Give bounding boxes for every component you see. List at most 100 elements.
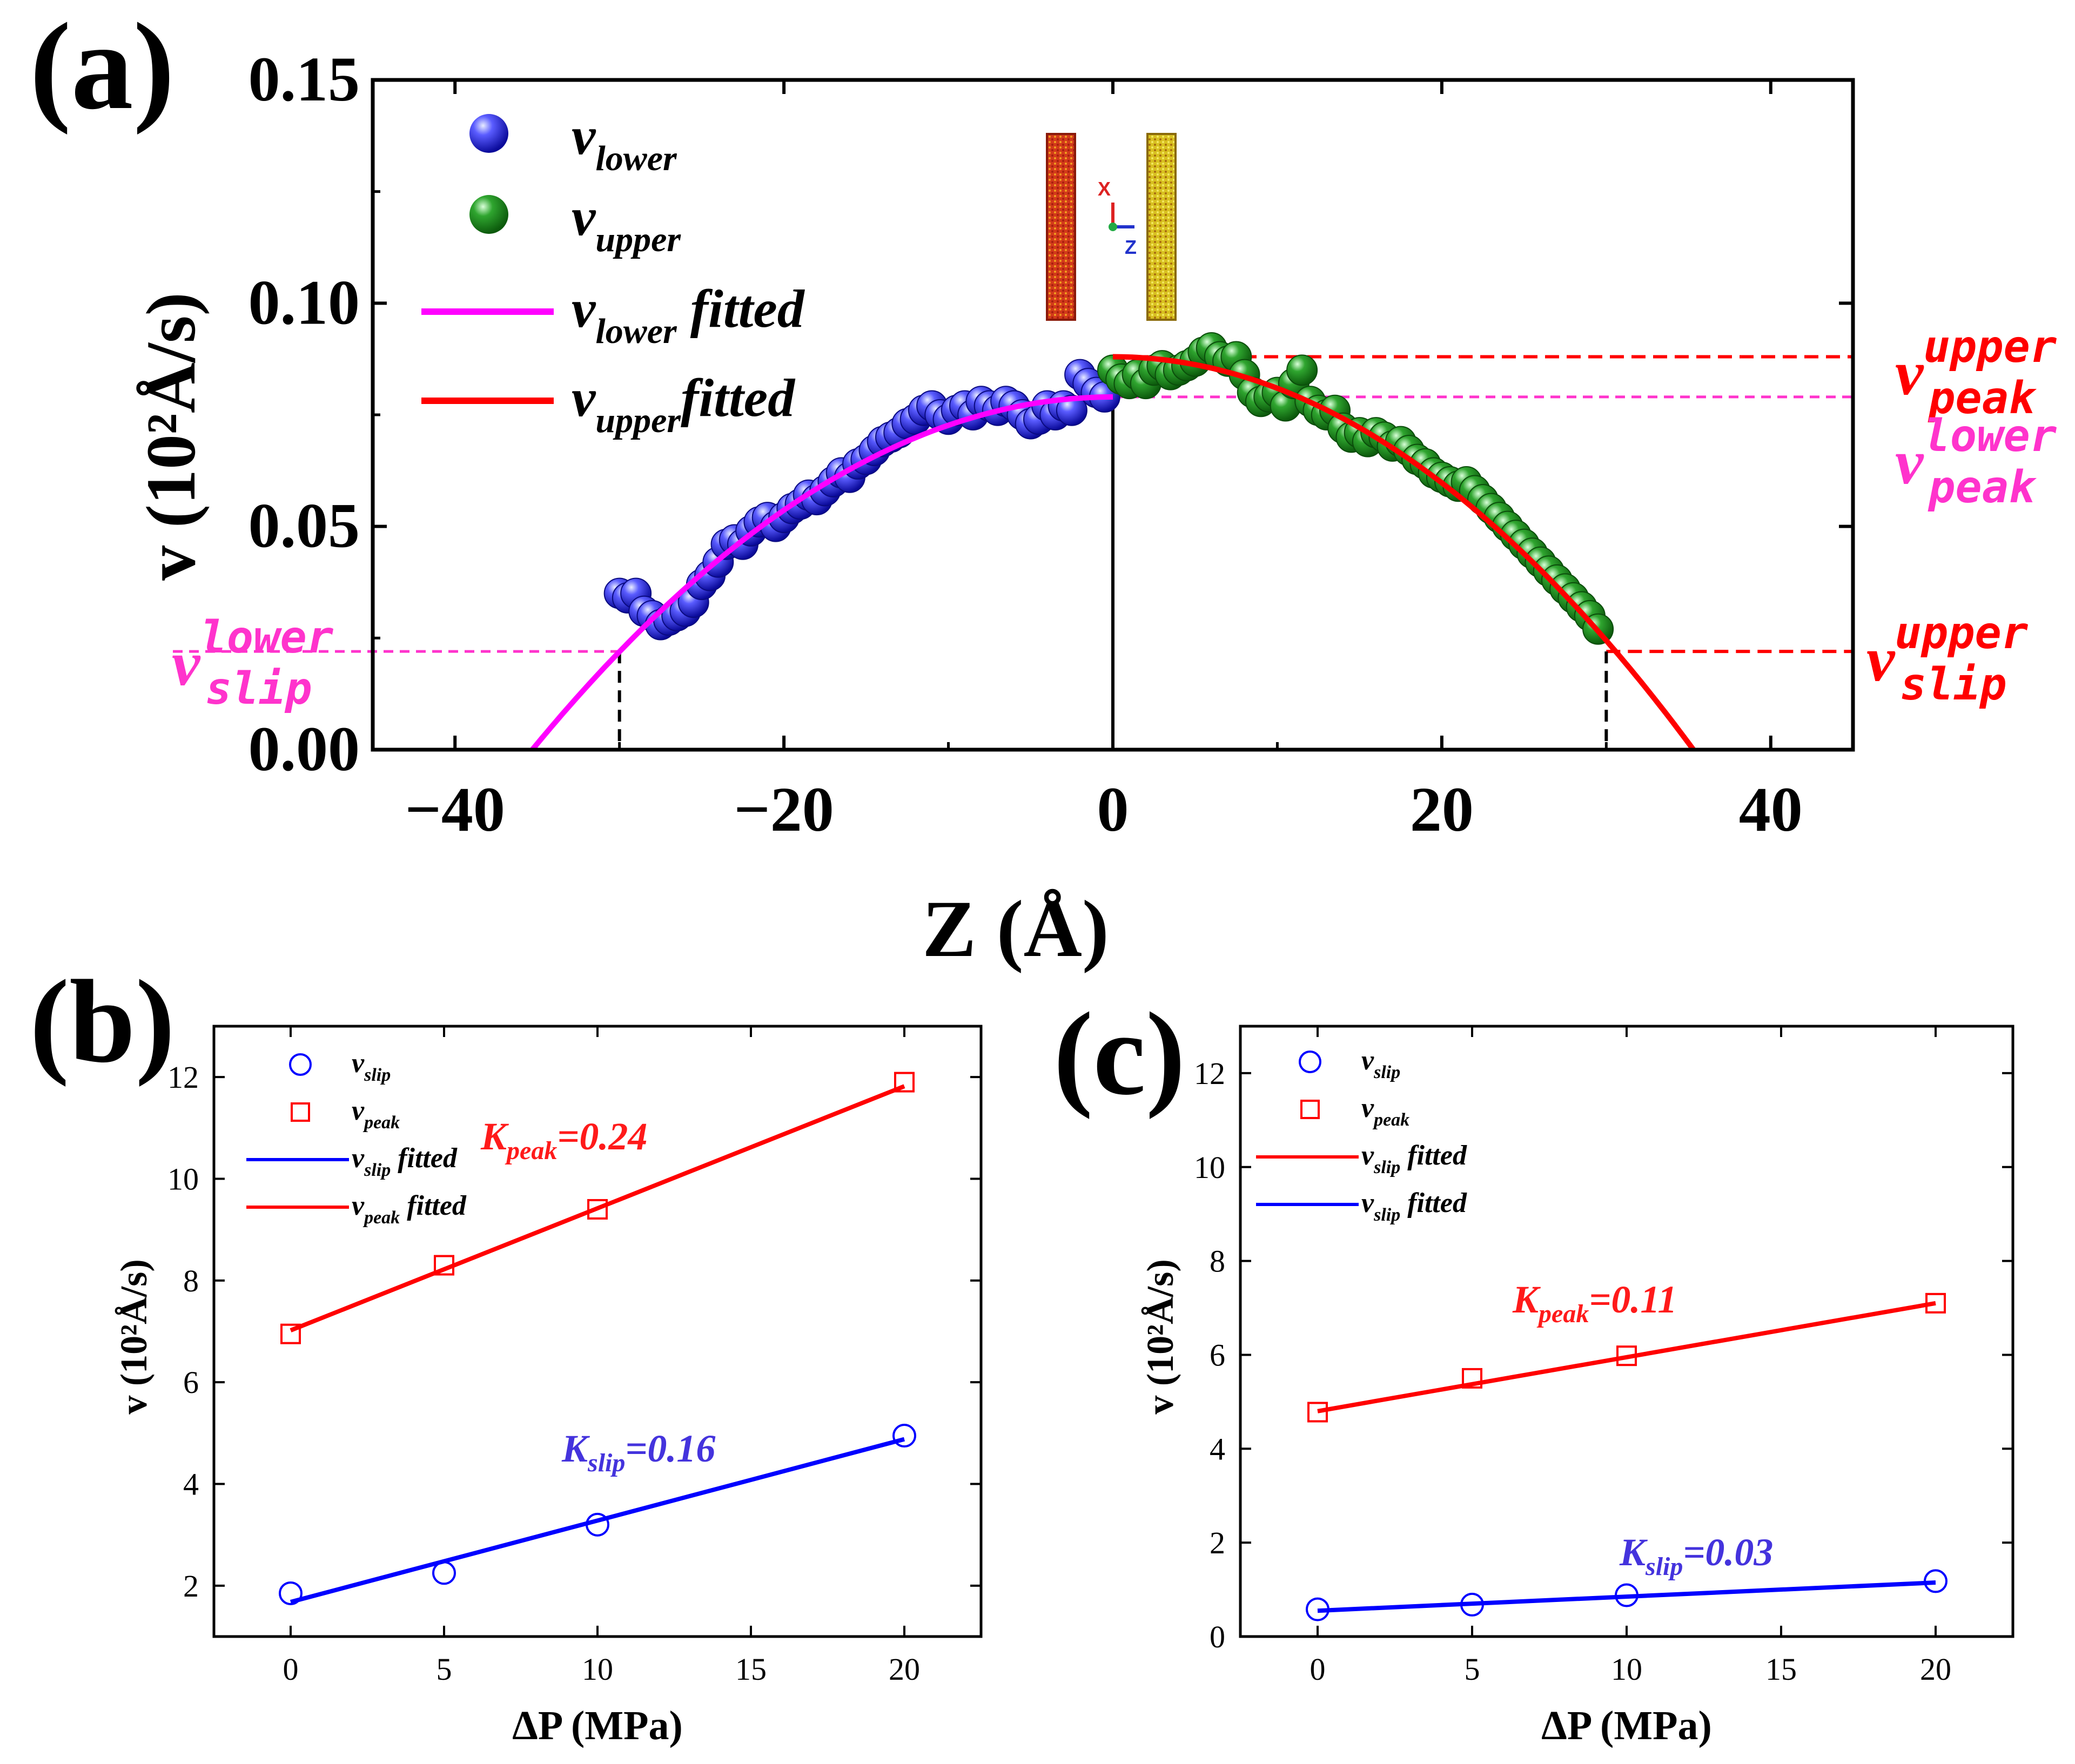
legend-marker bbox=[291, 1102, 310, 1122]
y-axis-title: v (10²Å/s) bbox=[1140, 1259, 1181, 1414]
annotation-slip-upper: vupper slip bbox=[1866, 608, 2029, 710]
legend-label: vlower fitted bbox=[572, 279, 805, 351]
annotation-sub: slip bbox=[1900, 659, 2006, 710]
inset-origin-dot bbox=[1109, 223, 1117, 231]
legend-label: vpeak fitted bbox=[352, 1190, 467, 1228]
x-tick-label: 20 bbox=[1920, 1652, 1951, 1687]
legend-sub: upper bbox=[595, 401, 681, 440]
legend-sub: lower bbox=[595, 312, 677, 351]
y-axis-title: v (10²Å/s) bbox=[113, 1259, 155, 1414]
x-tick-label: 0 bbox=[283, 1652, 299, 1687]
annotation-base: v bbox=[172, 628, 201, 699]
v_slip-point bbox=[586, 1512, 609, 1537]
v_slip-point bbox=[1615, 1583, 1638, 1607]
y-tick-label: 10 bbox=[167, 1162, 199, 1197]
annotation-peak-lower: vlower peak bbox=[1895, 410, 2057, 513]
v_peak-point bbox=[1462, 1368, 1482, 1389]
y-tick-label: 2 bbox=[1210, 1525, 1225, 1560]
annotation-sup: upper bbox=[1895, 608, 2028, 659]
v_slip-point bbox=[1924, 1569, 1948, 1593]
y-tick-label: 0.10 bbox=[249, 267, 360, 338]
annotation-base: v bbox=[1895, 338, 1924, 408]
annotation-sup: upper bbox=[1923, 321, 2057, 373]
v_peak-point bbox=[434, 1255, 454, 1276]
v_slip-point bbox=[432, 1561, 456, 1585]
legend-label: vslip fitted bbox=[1361, 1188, 1467, 1225]
v_peak-fitted-line bbox=[1317, 1301, 1936, 1413]
v_peak-point bbox=[280, 1323, 301, 1344]
x-tick-label: 15 bbox=[735, 1652, 767, 1687]
annotation-K-slip: Kslip=0.16 bbox=[561, 1427, 715, 1477]
annotation-sup: lower bbox=[200, 612, 333, 663]
y-tick-label: 8 bbox=[183, 1263, 199, 1298]
y-tick-label: 4 bbox=[183, 1467, 199, 1502]
annotation-base: K bbox=[1619, 1531, 1648, 1574]
legend-sub: slip bbox=[1373, 1062, 1400, 1082]
panel-b: (b) 0 5 10 15 20 2 4 6 8 10 12 ΔP (MPa) v (10²Å/s) v… bbox=[30, 955, 983, 1748]
v_slip-point bbox=[279, 1581, 303, 1605]
simulation-inset: X Z bbox=[1046, 133, 1177, 321]
v_lower-fitted-curve bbox=[530, 394, 1113, 752]
legend-label: vslip fitted bbox=[1361, 1140, 1467, 1177]
x-tick-label: 10 bbox=[582, 1652, 613, 1687]
panel-b-annotations: Kpeak=0.24 Kslip=0.16 bbox=[480, 1115, 715, 1477]
annotation-value: =0.03 bbox=[1683, 1531, 1773, 1574]
annotation-sub: peak bbox=[1928, 373, 2037, 424]
legend-suffix: fitted bbox=[1400, 1140, 1467, 1171]
v_slip-point bbox=[1460, 1592, 1484, 1617]
inset-x-label: X bbox=[1098, 178, 1111, 200]
legend-label: vpeak bbox=[1361, 1093, 1409, 1130]
y-tick-label: 0.05 bbox=[249, 490, 360, 561]
x-tick-label: 5 bbox=[437, 1652, 452, 1687]
x-tick-label: −20 bbox=[734, 774, 834, 845]
legend-base: v bbox=[352, 1190, 365, 1221]
annotation-K-peak: Kpeak=0.24 bbox=[480, 1115, 647, 1165]
v_peak-point bbox=[587, 1199, 608, 1220]
x-tick-label: 0 bbox=[1310, 1652, 1326, 1687]
x-tick-label: 20 bbox=[889, 1652, 920, 1687]
legend-sub: peak bbox=[362, 1113, 400, 1133]
annotation-base: K bbox=[561, 1427, 590, 1470]
legend-base: v bbox=[572, 106, 596, 166]
legend-label: vpeak bbox=[352, 1095, 400, 1133]
legend-sub: lower bbox=[595, 139, 677, 178]
annotation-sub: peak bbox=[505, 1136, 557, 1165]
panel-c-plot-area bbox=[1306, 1292, 1948, 1621]
v_peak-point bbox=[1925, 1292, 1946, 1314]
y-axis-title: v (10²Å/s) bbox=[132, 292, 210, 581]
v_peak-point bbox=[894, 1072, 915, 1093]
legend-suffix: fitted bbox=[400, 1190, 467, 1221]
annotation-value: =0.24 bbox=[557, 1115, 647, 1158]
legend-label: vupperfitted bbox=[572, 368, 796, 440]
annotation-peak-upper: vupper peak bbox=[1895, 321, 2057, 424]
v_slip-fitted-line bbox=[290, 1437, 905, 1604]
annotation-sub: peak bbox=[1928, 462, 2037, 513]
v_upper-fitted-curve bbox=[1112, 354, 1696, 751]
legend-sub: upper bbox=[595, 220, 681, 259]
x-tick-label: −40 bbox=[405, 774, 505, 845]
panel-a-axes: −40 −20 0 20 40 0.00 0.05 0.10 0.15 Z (Å) v (10²Å/… bbox=[132, 44, 1855, 974]
annotation-sup: lower bbox=[1923, 410, 2057, 462]
legend-base: v bbox=[572, 279, 596, 339]
v_peak-fitted-line bbox=[290, 1084, 905, 1332]
x-axis-title: ΔP (MPa) bbox=[1541, 1703, 1712, 1748]
y-tick-label: 0 bbox=[1210, 1619, 1225, 1654]
x-axis-title: ΔP (MPa) bbox=[512, 1703, 683, 1748]
upper-wall-graphic bbox=[1146, 133, 1177, 321]
annotation-slip-lower: vlower slip bbox=[172, 612, 334, 715]
panel-a: (a) X Z −40 −20 0 20 40 0.00 0.05 0.10 0.15 Z (Å)… bbox=[30, 0, 2057, 974]
legend-marker bbox=[469, 195, 508, 234]
legend-sub: peak bbox=[1372, 1110, 1409, 1130]
panel-c-axes: 0 5 10 15 20 0 2 4 6 8 10 12 ΔP (MPa) v (10²Å/s) bbox=[1140, 1025, 2014, 1748]
v_slip-point bbox=[892, 1424, 916, 1448]
annotation-base: v bbox=[1895, 427, 1924, 497]
y-tick-label: 6 bbox=[183, 1365, 199, 1400]
annotation-sub: slip bbox=[205, 663, 312, 715]
y-tick-label: 4 bbox=[1210, 1431, 1225, 1466]
annotation-K-peak: Kpeak=0.11 bbox=[1512, 1278, 1677, 1328]
